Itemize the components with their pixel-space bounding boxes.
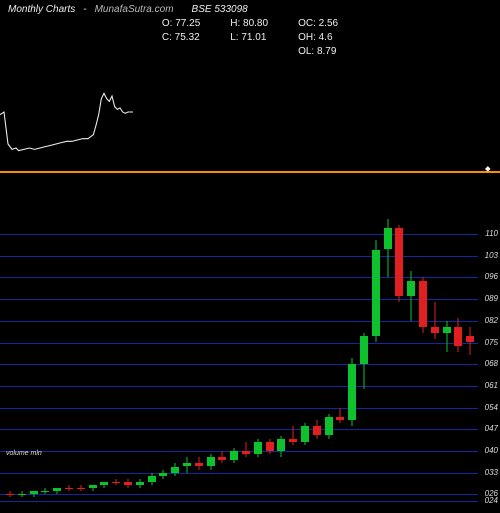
axis-label: 103 [485,252,498,260]
candlestick-chart: 1101030960890820750680610540470400330260… [0,203,500,513]
candle-body [183,463,191,466]
candle-body [89,485,97,488]
candle-body [207,457,215,466]
candle-body [372,250,380,337]
indicator-chart: ⬥ [0,63,500,173]
candle-wick [245,442,246,458]
candle-body [431,327,439,333]
candle-body [41,491,49,492]
axis-label: 024 [485,497,498,505]
axis-label: 082 [485,317,498,325]
axis-label: 110 [485,230,498,238]
candle-body [313,426,321,435]
candle-body [348,364,356,420]
candle-wick [446,321,447,352]
candle-body [100,482,108,485]
candle-body [395,228,403,296]
chart-header: Monthly Charts - MunafaSutra.com BSE 533… [0,0,500,17]
candle-body [360,336,368,364]
candle-body [454,327,462,346]
stat-open: O: 77.25 [162,17,200,31]
candle-body [254,442,262,454]
axis-label: 054 [485,404,498,412]
candle-body [289,439,297,442]
candle-body [242,451,250,454]
ticker-label: BSE 533098 [192,4,248,15]
stat-oh: OH: 4.6 [298,31,338,45]
axis-label: 061 [485,382,498,390]
candle-body [136,482,144,485]
candle-body [384,228,392,250]
candle-body [53,488,61,491]
candle-body [301,426,309,442]
candle-wick [340,408,341,424]
stats-col-2: H: 80.80 L: 71.01 [230,17,268,59]
candle-body [443,327,451,333]
indicator-line [0,88,133,168]
candle-body [266,442,274,451]
axis-label: 075 [485,339,498,347]
candle-body [6,494,14,495]
y-axis: 1101030960890820750680610540470400330260… [478,203,500,513]
current-marker-icon: ⬥ [485,164,490,169]
axis-label: 040 [485,447,498,455]
candle-body [466,336,474,342]
candle-wick [434,302,435,339]
stat-close: C: 75.32 [162,31,200,45]
candle-body [195,463,203,466]
candle-body [77,488,85,489]
source-label: MunafaSutra.com [95,4,174,15]
axis-label: 033 [485,469,498,477]
volume-label: volume mln [6,450,42,457]
stats-col-1: O: 77.25 C: 75.32 [162,17,200,59]
candle-body [159,473,167,476]
axis-label: 047 [485,425,498,433]
axis-label: 096 [485,273,498,281]
candle-body [171,467,179,473]
candle-body [112,482,120,483]
candle-body [65,488,73,489]
axis-label: 068 [485,360,498,368]
candle-body [230,451,238,460]
chart-title: Monthly Charts [8,4,75,15]
stat-ol: OL: 8.79 [298,45,338,59]
stat-low: L: 71.01 [230,31,268,45]
candle-body [18,494,26,495]
separator: - [83,4,86,15]
stat-high: H: 80.80 [230,17,268,31]
candles-area [4,203,476,513]
axis-label: 089 [485,295,498,303]
candle-body [30,491,38,494]
candle-body [419,281,427,328]
candle-wick [293,426,294,445]
candle-body [218,457,226,460]
candle-body [148,476,156,482]
candle-body [277,439,285,451]
stat-oc: OC: 2.56 [298,17,338,31]
candle-body [336,417,344,420]
candle-body [124,482,132,485]
candle-body [325,417,333,436]
ohlc-stats: O: 77.25 C: 75.32 H: 80.80 L: 71.01 OC: … [0,17,500,63]
stats-col-3: OC: 2.56 OH: 4.6 OL: 8.79 [298,17,338,59]
candle-body [407,281,415,297]
